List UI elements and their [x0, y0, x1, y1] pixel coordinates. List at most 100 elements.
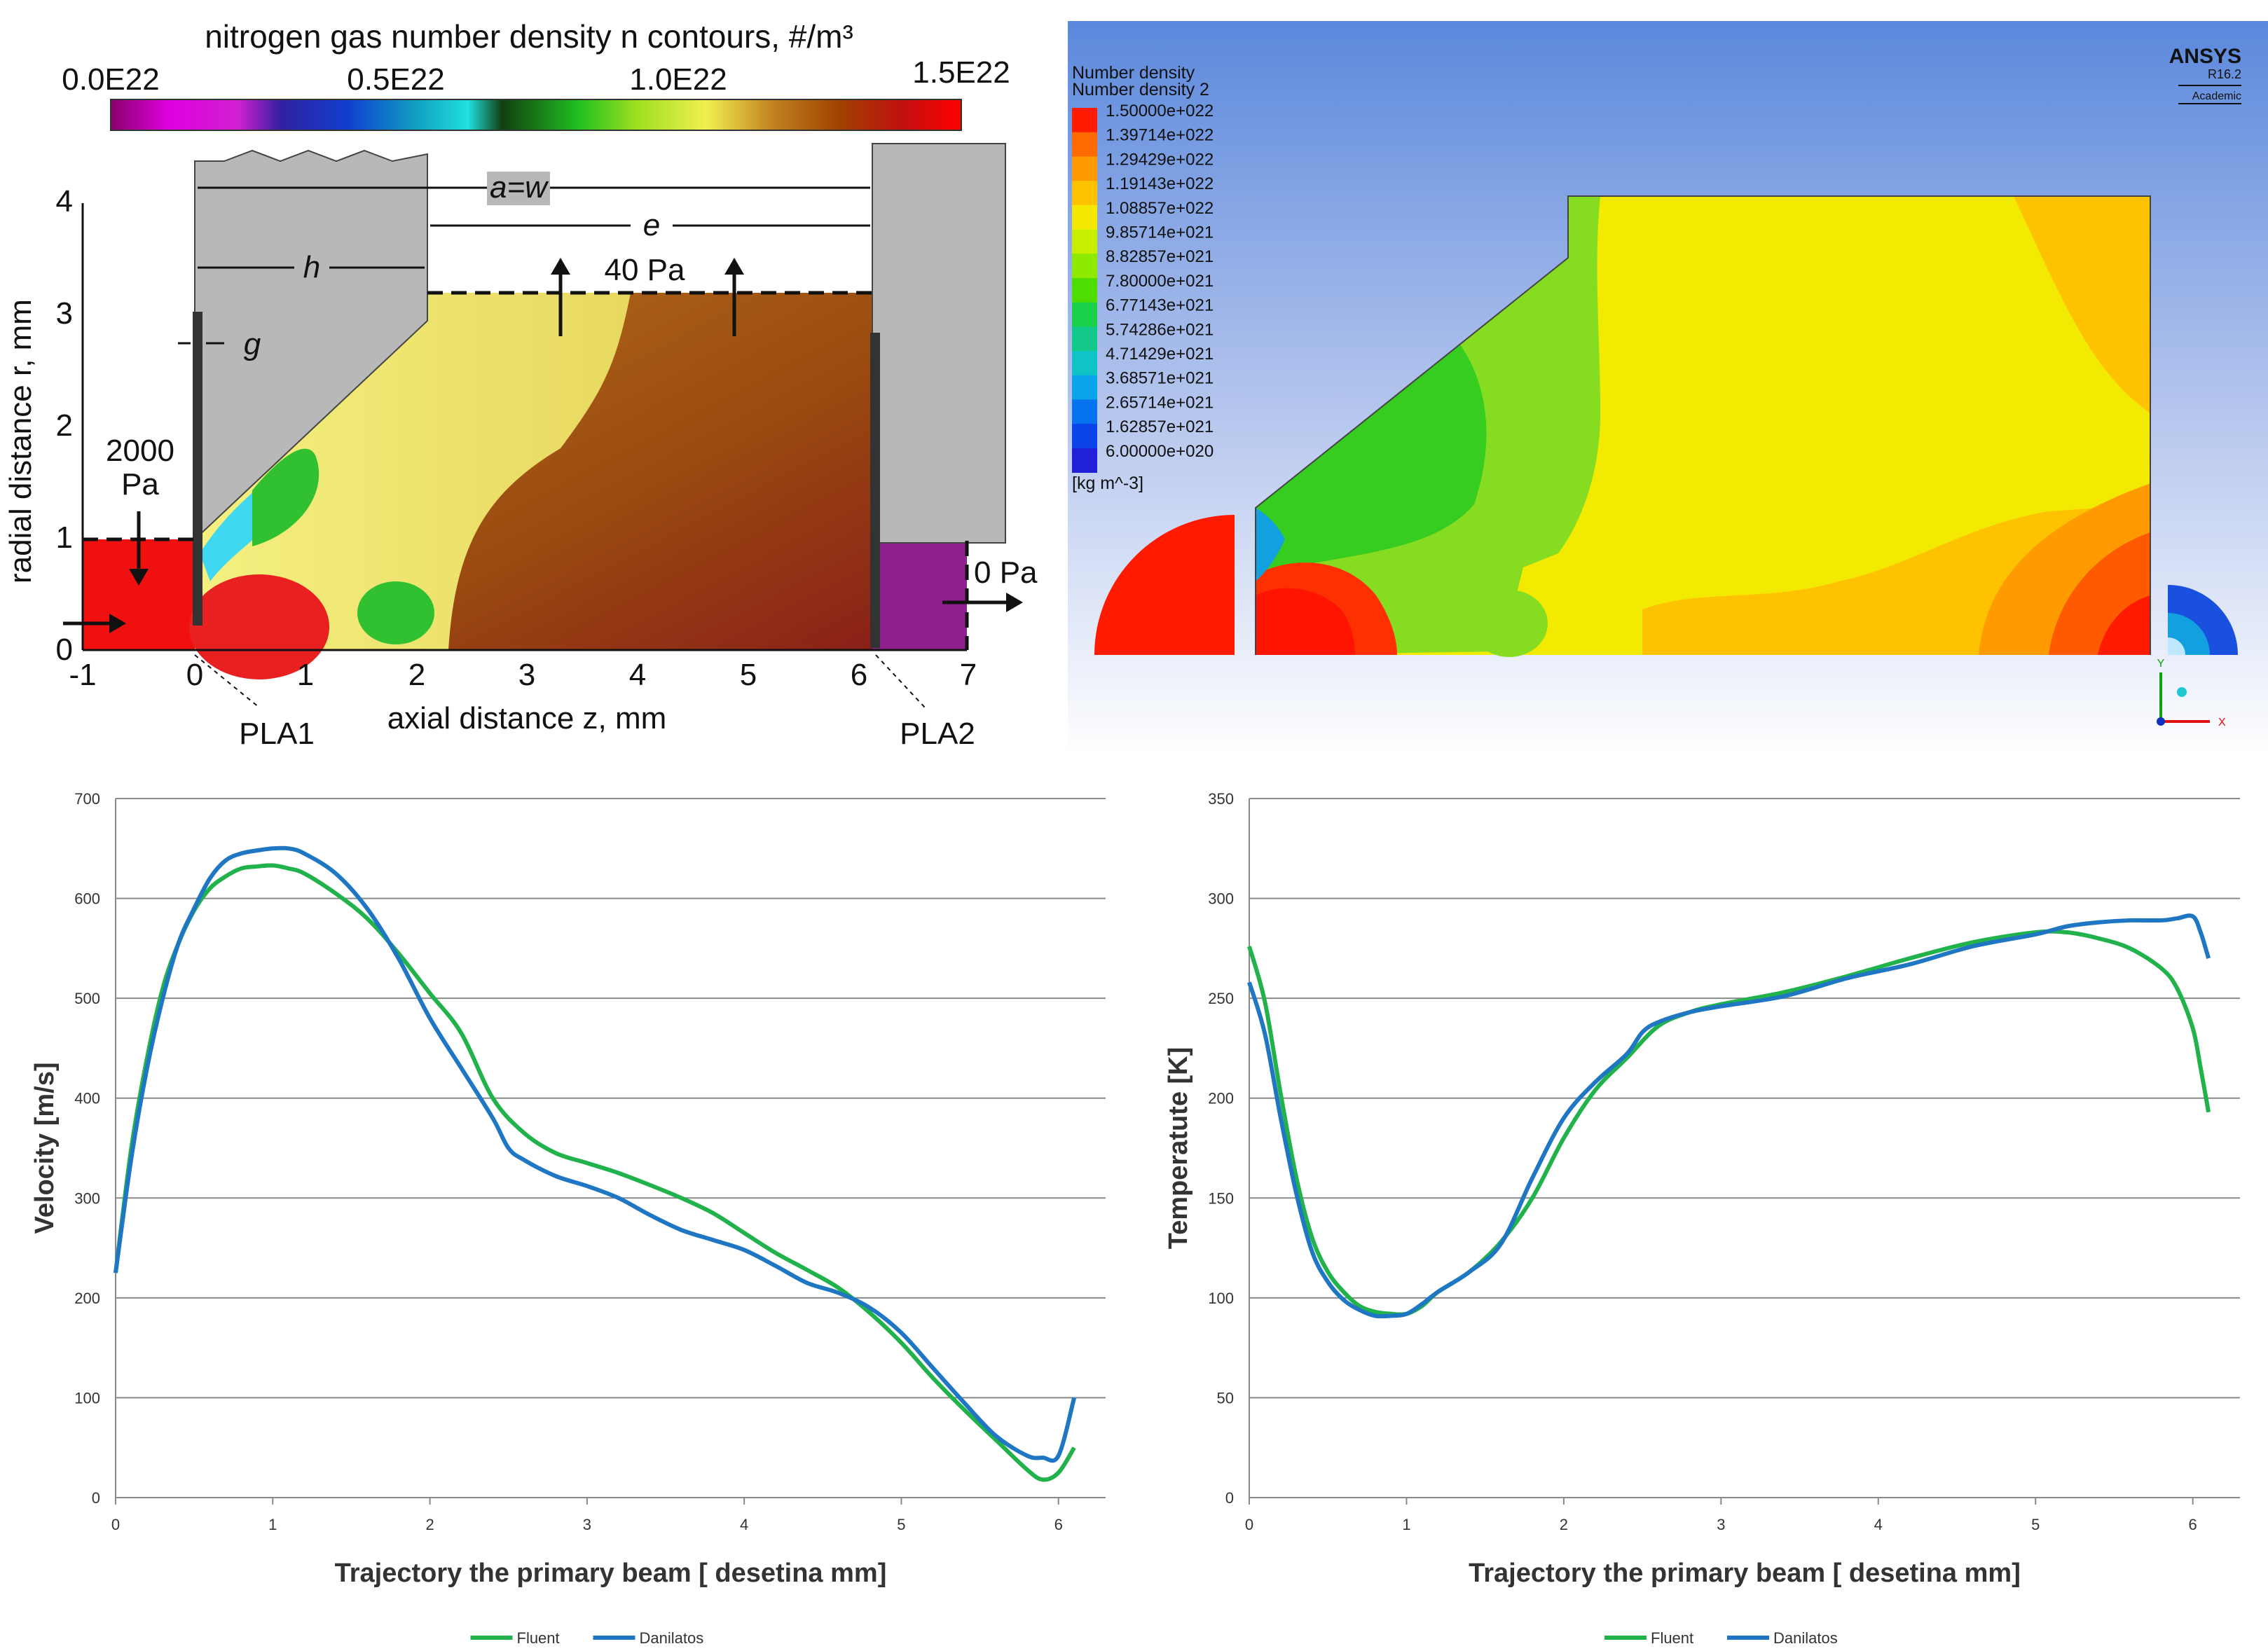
legend-title-1: Number density	[1072, 63, 1195, 83]
axis-triad: Y X	[2157, 658, 2226, 728]
legend-value-1: 1.39714e+022	[1106, 126, 1214, 145]
legend-swatch-12	[1072, 399, 1097, 424]
legend-swatch-10	[1072, 351, 1097, 376]
velocity-chart: 0 100 200 300 400 500 600 700 0 1 2 3 4 5 6 Trajectory …	[30, 790, 1106, 1647]
legend-value-3: 1.19143e+022	[1106, 174, 1214, 193]
legend-value-0: 1.50000e+022	[1106, 102, 1214, 120]
x-tick-label-2: 2	[1560, 1516, 1568, 1533]
series-line-danilatos	[1247, 913, 2211, 1319]
y-ticks: 0 1 2 3 4	[56, 184, 73, 667]
x-tick-label-3: 3	[1717, 1516, 1725, 1533]
top-left-axes	[81, 203, 967, 651]
legend-swatch-6	[1072, 254, 1097, 279]
pla2-label: PLA2	[900, 717, 975, 751]
y-tick-label-7: 350	[1208, 790, 1234, 808]
legend-value-7: 7.80000e+021	[1106, 272, 1214, 291]
electrode-wall-left	[194, 149, 428, 541]
dim-h-label: h	[303, 250, 320, 284]
y-tick-label-6: 300	[1208, 890, 1234, 908]
legend-value-6: 8.82857e+021	[1106, 247, 1214, 266]
ansys-version: R16.2	[2208, 67, 2241, 81]
y-tick-label-2: 200	[74, 1290, 100, 1307]
x-tick-0: 0	[186, 658, 203, 692]
y-tick-label-2: 100	[1208, 1290, 1234, 1307]
legend-swatch-11	[1072, 375, 1097, 400]
legend-swatch-4	[1072, 205, 1097, 230]
x-tick-5: 5	[740, 658, 757, 692]
x-tick-3: 3	[518, 658, 535, 692]
legend-value-10: 4.71429e+021	[1106, 345, 1214, 364]
y-tick-1: 1	[56, 520, 73, 555]
x-tick-label-4: 4	[1874, 1516, 1883, 1533]
pressure-40-label: 40 Pa	[605, 253, 686, 287]
legend-swatches	[1072, 108, 1097, 473]
colorbar-tick-0: 0.0E22	[62, 62, 159, 97]
temperature-chart: 0 50 100 150 200 250 300 350 0 1 2 3 4 5 6 Trajectory t…	[1164, 790, 2240, 1647]
legend-swatch-5	[1072, 229, 1097, 254]
y-tick-label-7: 700	[74, 790, 100, 808]
legend-label-danilatos: Danilatos	[640, 1629, 704, 1647]
legend-value-5: 9.85714e+021	[1106, 223, 1214, 242]
x-axis-label: axial distance z, mm	[387, 701, 667, 735]
pla1-label: PLA1	[239, 717, 315, 751]
legend-value-13: 1.62857e+021	[1106, 417, 1214, 436]
legend-title-2: Number density 2	[1072, 80, 1209, 99]
x-tick-label-0: 0	[111, 1516, 120, 1533]
pressure-arrows	[63, 258, 1023, 633]
y-axis-title: Velocity [m/s]	[30, 1063, 60, 1234]
y-tick-label-3: 150	[1208, 1189, 1234, 1207]
series-line-fluent	[1247, 929, 2211, 1317]
y-tick-0: 0	[56, 633, 73, 667]
y-tick-label-1: 50	[1217, 1389, 1234, 1407]
y-axis-label: radial distance r, mm	[4, 299, 38, 583]
y-tick-label-0: 0	[1225, 1489, 1234, 1507]
x-tick-label-4: 4	[740, 1516, 748, 1533]
axis-y-label: Y	[2157, 658, 2165, 670]
series-line-fluent	[114, 863, 1076, 1482]
axis-x-label: X	[2218, 717, 2226, 728]
colorbar	[110, 99, 962, 131]
dim-a-w-label: a=w	[490, 170, 549, 205]
y-tick-label-4: 200	[1208, 1090, 1234, 1107]
dim-e-label: e	[643, 208, 660, 242]
aperture-pla2-plate	[870, 333, 880, 648]
y-tick-label-5: 500	[74, 990, 100, 1007]
x-tick-label-0: 0	[1245, 1516, 1253, 1533]
ansys-domain	[1094, 195, 2238, 657]
legend-label-danilatos: Danilatos	[1773, 1629, 1838, 1647]
x-tick-label-6: 6	[2189, 1516, 2197, 1533]
legend-swatch-7	[1072, 277, 1097, 303]
x-tick-neg1: -1	[69, 658, 96, 692]
x-tick-label-3: 3	[583, 1516, 591, 1533]
pressure-2000-label-line2: Pa	[121, 467, 159, 502]
legend-label-fluent: Fluent	[517, 1629, 560, 1647]
pressure-0-label: 0 Pa	[974, 555, 1038, 590]
y-axis-title: Temperatute [K]	[1164, 1047, 1193, 1250]
legend-labels: 1.50000e+022 1.39714e+022 1.29429e+022 1.19…	[1106, 102, 1214, 461]
dim-g-label: g	[244, 327, 261, 361]
y-tick-2: 2	[56, 408, 73, 443]
legend-value-2: 1.29429e+022	[1106, 150, 1214, 169]
legend-swatch-3	[1072, 181, 1097, 206]
x-tick-4: 4	[629, 658, 646, 692]
legend-swatch-1	[1072, 132, 1097, 157]
series-line-danilatos	[114, 845, 1077, 1463]
colorbar-tick-2: 1.0E22	[629, 62, 727, 97]
legend-value-8: 6.77143e+021	[1106, 296, 1214, 315]
top-right-ansys-figure: Number density Number density 2 1.50000e…	[1068, 21, 2268, 757]
legend-swatch-13	[1072, 424, 1097, 449]
y-tick-4: 4	[56, 184, 73, 219]
ansys-edition: Academic	[2192, 90, 2241, 102]
legend-swatch-2	[1072, 156, 1097, 181]
x-tick-label-5: 5	[897, 1516, 905, 1533]
y-tick-label-6: 600	[74, 890, 100, 908]
ansys-logo: ANSYS R16.2 Academic	[2169, 45, 2241, 104]
colorbar-title: nitrogen gas number density n contours, …	[205, 18, 853, 55]
y-tick-label-0: 0	[92, 1489, 100, 1507]
x-tick-7: 7	[960, 658, 977, 692]
top-left-contour-figure: nitrogen gas number density n contours, …	[4, 18, 1038, 751]
x-tick-2: 2	[408, 658, 425, 692]
colorbar-tick-3: 1.5E22	[912, 55, 1010, 90]
x-axis-title: Trajectory the primary beam [ desetina m…	[335, 1559, 887, 1588]
legend-swatch-8	[1072, 302, 1097, 327]
